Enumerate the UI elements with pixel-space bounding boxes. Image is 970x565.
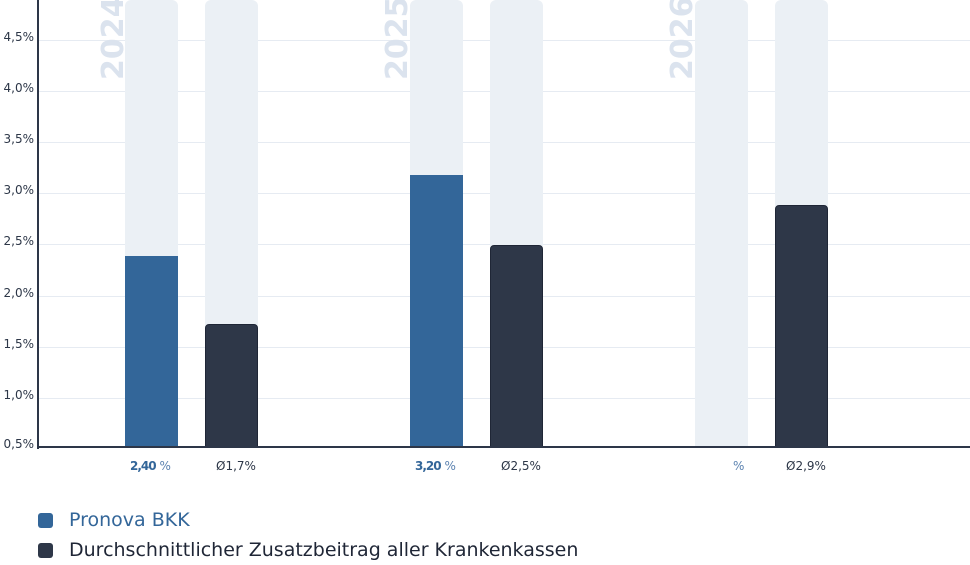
y-tick-label: 3,5% [3,132,35,146]
y-tick-label: 4,0% [3,81,35,95]
value-label-pronova-2024: 2,40 % [130,458,171,474]
chart-legend: Pronova BKK Durchschnittlicher Zusatzbei… [38,505,578,565]
y-tick-label: 2,0% [3,286,35,300]
value-label-average-2024: Ø1,7% [216,459,256,473]
y-tick-label: 3,0% [3,183,35,197]
value-label-pronova-2026: % [733,458,744,474]
legend-item-pronova[interactable]: Pronova BKK [38,505,578,535]
legend-label: Durchschnittlicher Zusatzbeitrag aller K… [69,539,579,561]
x-axis [37,446,970,448]
value-unit: % [159,459,171,473]
value-number: 3,20 [415,459,442,473]
value-label-average-2025: Ø2,5% [501,459,541,473]
legend-item-average[interactable]: Durchschnittlicher Zusatzbeitrag aller K… [38,535,578,565]
legend-label: Pronova BKK [69,509,190,531]
bar-average-2025[interactable] [490,245,543,447]
y-axis [37,0,39,449]
bar-pronova-2025[interactable] [410,175,463,447]
bar-average-2024[interactable] [205,324,258,447]
value-label-average-2026: Ø2,9% [786,459,826,473]
bar-average-2026[interactable] [775,205,828,447]
value-label-pronova-2025: 3,20 % [415,458,456,474]
bar-track [695,0,748,447]
y-tick-label: 4,5% [3,30,35,44]
y-tick-label: 0,5% [3,437,35,451]
value-unit: % [733,459,745,473]
bar-pronova-2024[interactable] [125,256,178,447]
y-tick-label: 1,0% [3,388,35,402]
legend-swatch-icon [38,512,53,528]
y-tick-label: 2,5% [3,234,35,248]
value-unit: % [444,459,456,473]
legend-swatch-icon [38,542,53,558]
y-tick-label: 1,5% [3,337,35,351]
value-number: 2,40 [130,459,157,473]
chart-plot-area: 4,5% 4,0% 3,5% 3,0% 2,5% 2,0% 1,5% 1,0% … [3,0,970,473]
